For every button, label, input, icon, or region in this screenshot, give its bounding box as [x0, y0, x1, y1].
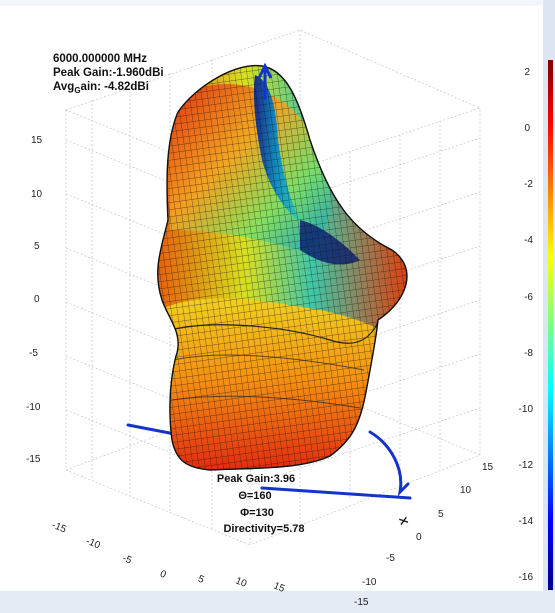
z-tick: 0 [34, 294, 40, 305]
frame-bottom-strip [0, 591, 555, 613]
x-axis-label: X [396, 516, 410, 527]
annotation-peak-gain: Peak Gain:3.96 [217, 473, 295, 485]
z-tick: -10 [26, 402, 41, 413]
x-tick: 10 [460, 485, 472, 496]
z-tick: 15 [31, 135, 43, 146]
x-tick: -5 [386, 553, 395, 564]
colorbar: 2 0 -2 -4 -6 -8 -10 -12 -14 -16 [519, 60, 553, 590]
colorbar-tick: -8 [524, 348, 533, 359]
colorbar-tick: -10 [519, 404, 534, 415]
colorbar-tick: -14 [519, 516, 534, 527]
colorbar-strip [548, 60, 553, 590]
frame-top-strip [0, 0, 555, 6]
x-tick: -10 [362, 577, 377, 588]
z-tick: 5 [34, 241, 40, 252]
y-tick: -5 [121, 553, 134, 567]
colorbar-tick: -2 [524, 179, 533, 190]
peak-gain-label: Peak Gain:-1.960dBi [53, 67, 164, 79]
x-tick: 0 [416, 532, 422, 543]
colorbar-tick: -4 [524, 235, 533, 246]
avg-gain-suffix: ain: -4.82dBi [81, 81, 149, 93]
x-tick: 15 [482, 462, 494, 473]
annotation-phi: Φ=130 [240, 507, 274, 519]
z-tick: -5 [29, 348, 38, 359]
x-tick: 5 [438, 509, 444, 520]
y-tick: 0 [158, 569, 168, 581]
peak-annotation: Peak Gain:3.96 Θ=160 Φ=130 Directivity=5… [217, 473, 305, 535]
annotation-directivity: Directivity=5.78 [223, 523, 304, 535]
y-tick: 5 [196, 574, 206, 586]
z-axis-ticks: 15 10 5 0 -5 -10 -15 [26, 135, 43, 465]
z-tick: -15 [26, 454, 41, 465]
colorbar-tick: 0 [524, 123, 530, 134]
z-tick: 10 [31, 189, 43, 200]
annotation-theta: Θ=160 [238, 490, 271, 502]
avg-gain-subscript: G [74, 86, 80, 95]
colorbar-tick: 2 [524, 67, 530, 78]
y-tick: 10 [234, 575, 249, 590]
y-tick: -10 [84, 536, 102, 552]
colorbar-tick: -6 [524, 292, 533, 303]
z-axis-line [257, 62, 273, 100]
gain-info: 6000.000000 MHz Peak Gain:-1.960dBi AvgG… [53, 53, 164, 95]
y-tick: -15 [50, 520, 68, 536]
avg-gain-label: AvgGain: -4.82dBi [53, 81, 149, 95]
avg-gain-prefix: Avg [53, 81, 74, 93]
x-axis-ticks: 15 10 5 0 -5 -10 -15 X [354, 462, 494, 608]
x-tick: -15 [354, 597, 369, 608]
colorbar-tick: -12 [519, 460, 534, 471]
frequency-label: 6000.000000 MHz [53, 53, 147, 65]
radiation-pattern-surface [157, 64, 408, 471]
y-tick: 15 [272, 580, 287, 595]
colorbar-tick: -16 [519, 572, 534, 583]
